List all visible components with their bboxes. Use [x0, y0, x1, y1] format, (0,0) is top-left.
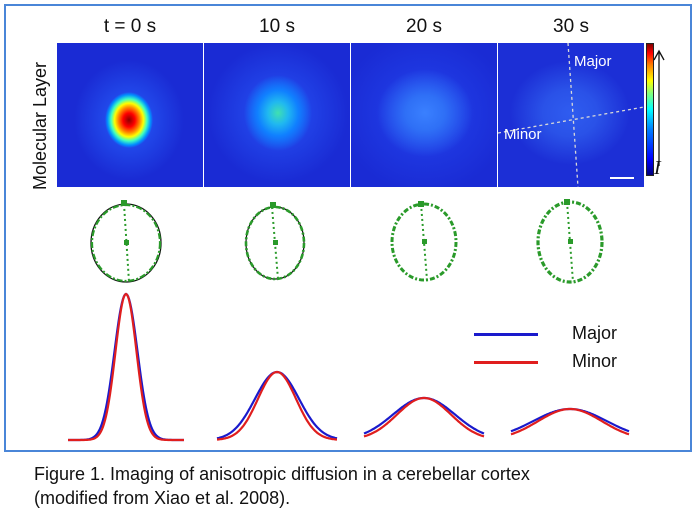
- time-label-0: t = 0 s: [103, 16, 157, 37]
- intensity-symbol: I: [654, 157, 661, 179]
- time-label-10: 10 s: [259, 16, 295, 37]
- increase-arrow-icon: [653, 49, 665, 166]
- legend-label-major: Major: [572, 323, 618, 343]
- major-axis-line: [567, 43, 579, 187]
- caption-line-1: Figure 1. Imaging of anisotropic diffusi…: [34, 464, 530, 484]
- row-label: Molecular Layer: [30, 61, 50, 190]
- colorbar: [646, 43, 654, 176]
- legend-line-minor: [474, 361, 538, 364]
- figure-caption: Figure 1. Imaging of anisotropic diffusi…: [34, 462, 674, 510]
- caption-line-2: (modified from Xiao et al. 2008).: [34, 488, 291, 508]
- legend-line-major: [474, 333, 538, 336]
- minor-axis-line: [498, 106, 644, 134]
- diffusion-image-10s: [204, 43, 350, 187]
- diffusion-image-0s: [57, 43, 203, 187]
- major-axis-label: Major: [574, 53, 612, 70]
- minor-axis-label: Minor: [504, 126, 542, 143]
- time-label-30: 30 s: [553, 16, 589, 37]
- diffusion-image-30s: Major Minor: [498, 43, 644, 187]
- figure-frame: [4, 4, 692, 452]
- time-label-20: 20 s: [406, 16, 442, 37]
- legend-label-minor: Minor: [572, 351, 618, 371]
- axis-overlay: Major Minor: [498, 43, 644, 187]
- diffusion-image-20s: [351, 43, 497, 187]
